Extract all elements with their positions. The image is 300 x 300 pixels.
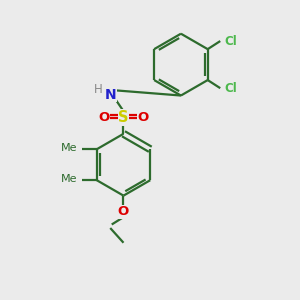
Text: O: O [98,111,110,124]
Text: H: H [94,83,102,96]
Text: O: O [118,205,129,218]
Text: N: N [104,88,116,102]
Text: O: O [137,111,148,124]
Text: S: S [118,110,129,125]
Text: Me: Me [61,143,77,153]
Text: Me: Me [61,174,77,184]
Text: Cl: Cl [225,82,237,95]
Text: Cl: Cl [225,34,237,48]
